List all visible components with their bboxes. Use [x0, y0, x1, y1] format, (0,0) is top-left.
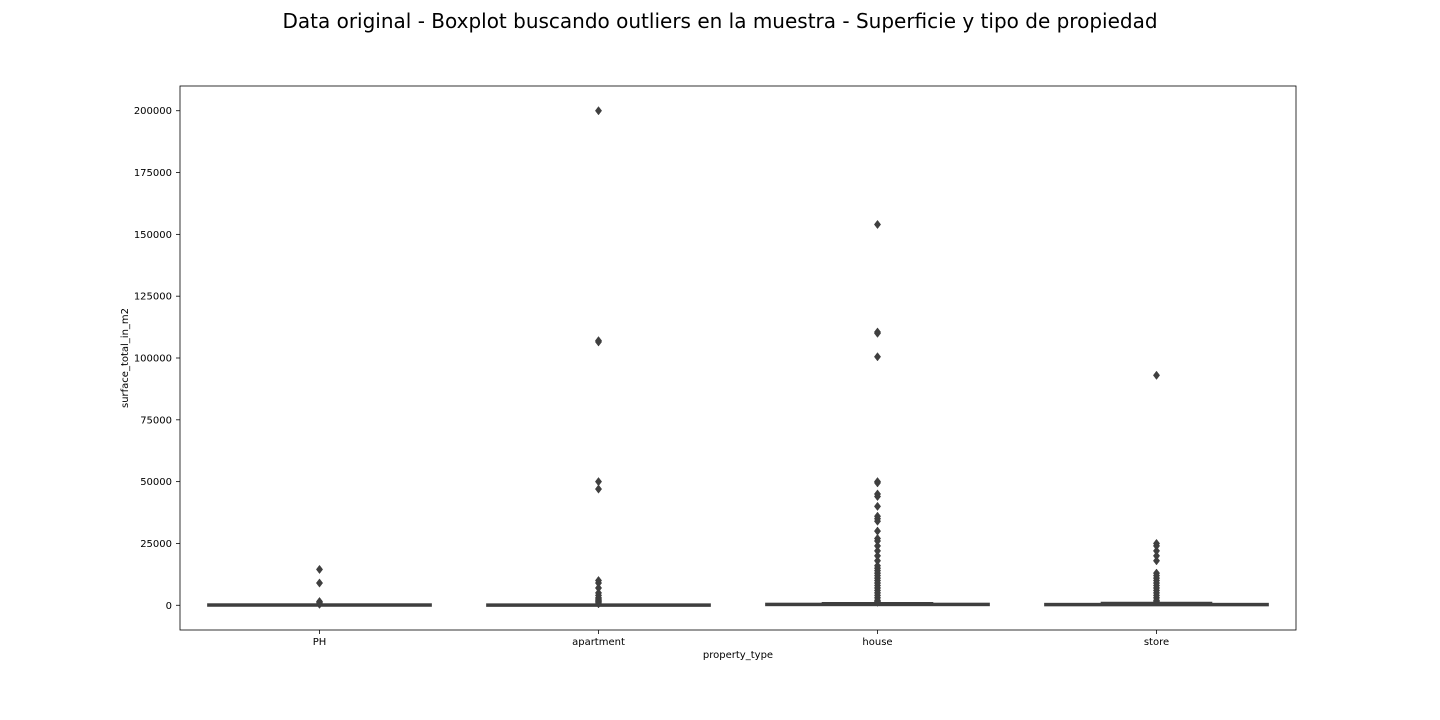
y-tick-label: 50000 — [140, 477, 172, 488]
y-tick-label: 175000 — [134, 168, 172, 179]
y-tick-label: 150000 — [134, 230, 172, 241]
outlier-point — [873, 478, 882, 488]
y-tick-label: 125000 — [134, 292, 172, 303]
plot-frame — [179, 85, 1297, 631]
outlier-point — [594, 599, 603, 609]
outlier-point — [873, 501, 882, 511]
outlier-point — [873, 516, 882, 526]
y-tick-label: 75000 — [140, 415, 172, 426]
x-tick-label: PH — [313, 637, 327, 648]
x-tick-label: house — [862, 637, 892, 648]
y-tick-label: 0 — [166, 601, 172, 612]
y-axis-label: surface_total_in_m2 — [120, 308, 131, 408]
box-group — [486, 106, 711, 609]
outlier-point — [1152, 370, 1161, 380]
y-tick-label: 25000 — [140, 539, 172, 550]
outlier-point — [315, 564, 324, 574]
box-group — [1044, 370, 1269, 607]
box-group — [207, 564, 432, 609]
x-tick-label: apartment — [572, 637, 625, 648]
outlier-point — [315, 599, 324, 609]
outlier-point — [1152, 596, 1161, 607]
outlier-point — [873, 597, 882, 607]
y-tick-label: 100000 — [134, 354, 172, 365]
outlier-point — [873, 491, 882, 502]
outlier-point — [873, 352, 882, 362]
x-tick-label: store — [1144, 637, 1169, 648]
outlier-point — [315, 578, 324, 588]
outlier-point — [594, 337, 603, 347]
outlier-point — [873, 328, 882, 338]
outlier-point — [594, 106, 603, 116]
box-group — [765, 219, 990, 607]
outlier-point — [1152, 556, 1161, 566]
plot-area — [179, 85, 1297, 631]
y-tick-label: 200000 — [134, 106, 172, 117]
outlier-point — [873, 219, 882, 230]
outlier-point — [594, 484, 603, 494]
x-axis-label: property_type — [703, 650, 773, 661]
chart-title: Data original - Boxplot buscando outlier… — [282, 9, 1158, 33]
x-axis: PH apartment house store — [313, 630, 1169, 648]
y-axis: 0 25000 50000 75000 100000 125000 150000 175000… — [134, 106, 180, 612]
